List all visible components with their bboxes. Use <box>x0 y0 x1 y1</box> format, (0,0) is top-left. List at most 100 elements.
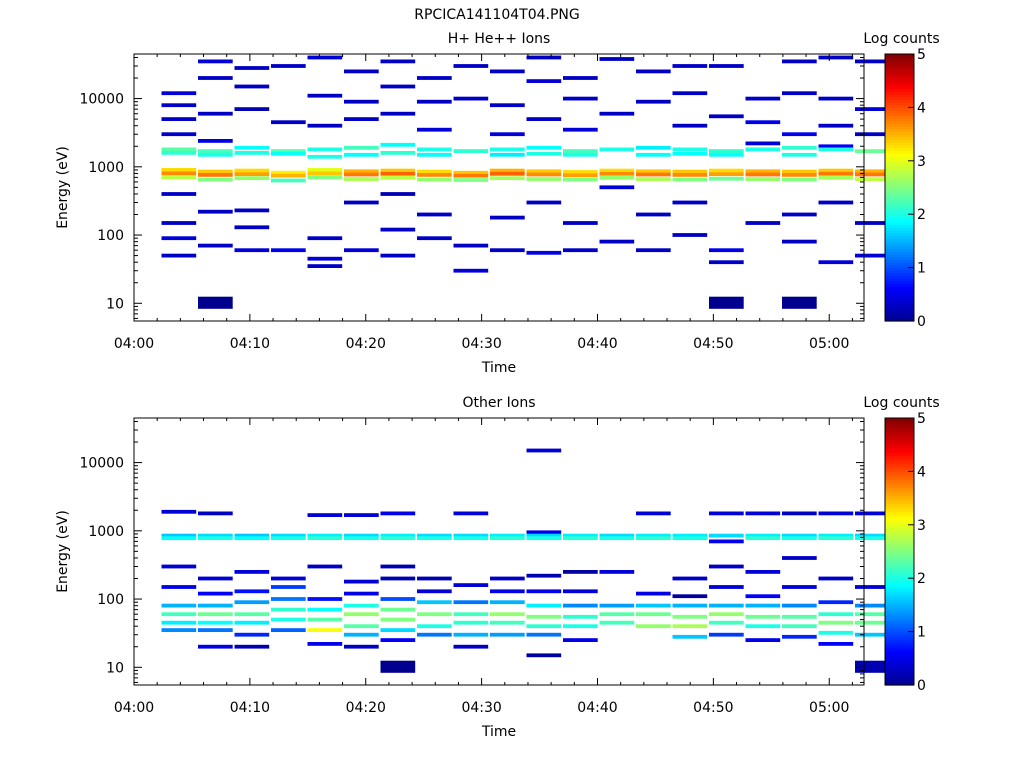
x-tick-label: 05:00 <box>809 700 849 716</box>
heatmap-cell <box>855 536 890 541</box>
colorbar-segment <box>885 602 914 606</box>
colorbar-segment <box>885 514 914 518</box>
colorbar-segment <box>885 556 914 561</box>
heatmap-cell <box>453 536 489 541</box>
colorbar-frame <box>884 417 915 686</box>
heatmap-cell <box>745 141 781 146</box>
heatmap-cell <box>453 178 489 182</box>
heatmap-cell <box>344 99 379 104</box>
heatmap-cell <box>307 93 343 98</box>
heatmap-cell <box>271 178 306 183</box>
heatmap-cell <box>380 168 416 173</box>
heatmap-cell <box>855 221 890 225</box>
colorbar-segment <box>885 434 914 438</box>
colorbar-frame <box>884 53 915 322</box>
colorbar-segment <box>885 420 914 424</box>
heatmap-cell <box>490 171 525 176</box>
colorbar-segment <box>885 442 914 446</box>
heatmap-cell <box>563 638 598 642</box>
heatmap-cell <box>709 176 744 181</box>
heatmap-cell <box>161 168 197 172</box>
colorbar-segment <box>885 519 914 523</box>
heatmap-cell <box>563 177 598 182</box>
heatmap-cell <box>782 533 817 538</box>
colorbar-segment <box>885 251 914 255</box>
heatmap-cell <box>307 533 343 538</box>
heatmap-cell <box>818 171 854 176</box>
colorbar-segment <box>885 482 914 486</box>
heatmap-cell <box>745 533 781 538</box>
colorbar-segment <box>885 439 914 443</box>
heatmap-cell <box>198 511 233 516</box>
colorbar-segment <box>885 259 914 263</box>
heatmap-cell <box>563 536 598 541</box>
heatmap-cell <box>198 243 233 248</box>
heatmap-cell <box>234 151 270 155</box>
colorbar-segment <box>885 118 914 122</box>
colorbar-segment <box>885 182 914 186</box>
panel-1: 04:00 04:10 04:20 04:30 04:40 04:50 05:0010100… <box>55 31 940 376</box>
heatmap-cell <box>307 123 343 128</box>
heatmap-cell <box>234 533 270 538</box>
colorbar-segment <box>885 634 914 638</box>
colorbar-segment <box>885 490 914 494</box>
heatmap-cell <box>672 624 708 629</box>
colorbar-tick-label: 2 <box>917 207 926 223</box>
heatmap-cell <box>198 209 233 214</box>
colorbar-segment <box>885 94 914 98</box>
heatmap-cell <box>344 172 379 177</box>
colorbar-segment <box>885 458 914 462</box>
x-tick-label: 04:50 <box>693 700 733 716</box>
heatmap-cell <box>818 536 854 541</box>
colorbar-segment <box>885 418 914 422</box>
colorbar-segment <box>885 120 914 125</box>
panel-title: H+ He++ Ions <box>448 31 551 47</box>
colorbar-segment <box>885 492 914 497</box>
heatmap-cell <box>380 171 416 176</box>
heatmap-cell <box>672 123 708 128</box>
heatmap-cell <box>380 533 416 538</box>
colorbar-segment <box>885 676 914 681</box>
heatmap-cell <box>636 603 671 608</box>
heatmap-cell <box>380 660 416 673</box>
heatmap-cell <box>782 556 817 560</box>
colorbar-segment <box>885 508 914 513</box>
colorbar-segment <box>885 436 914 440</box>
heatmap-cell <box>161 221 197 225</box>
heatmap-cells <box>161 55 890 309</box>
heatmap-cell <box>636 212 671 217</box>
colorbar-segment <box>885 184 914 189</box>
colorbar-segment <box>885 474 914 478</box>
heatmap-cell <box>782 145 817 150</box>
colorbar-segment <box>885 679 914 683</box>
colorbar-segment <box>885 96 914 100</box>
colorbar-segment <box>885 296 914 301</box>
heatmap-cell <box>198 533 233 538</box>
heatmap-cell <box>417 600 452 605</box>
colorbar-segment <box>885 431 914 435</box>
colorbar-segment <box>885 570 914 574</box>
colorbar-segment <box>885 575 914 579</box>
x-tick-label: 04:20 <box>346 336 386 352</box>
colorbar-segment <box>885 91 914 95</box>
colorbar-segment <box>885 272 914 277</box>
heatmap-cell <box>818 147 854 152</box>
heatmap-cell <box>198 149 233 153</box>
heatmap-cell <box>271 151 306 156</box>
colorbar-segment <box>885 628 914 633</box>
heatmap-cell <box>709 539 744 544</box>
colorbar-segment <box>885 543 914 547</box>
colorbar-segment <box>885 152 914 157</box>
heatmap-cell <box>271 536 306 541</box>
heatmap-cell <box>344 145 379 150</box>
heatmap-cell <box>307 607 343 612</box>
heatmap-cell <box>563 533 598 538</box>
colorbar-segment <box>885 206 914 210</box>
heatmap-cell <box>380 151 416 155</box>
heatmap-cell <box>709 612 744 617</box>
heatmap-cell <box>855 169 890 174</box>
heatmap-cell <box>599 620 635 625</box>
heatmap-cell <box>271 617 306 622</box>
heatmap-cell <box>855 511 890 516</box>
heatmap-cell <box>599 533 635 538</box>
